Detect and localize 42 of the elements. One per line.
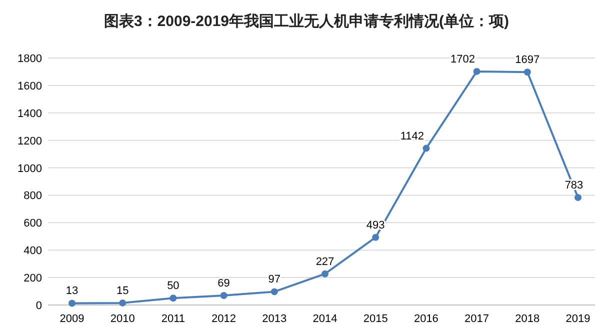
y-tick-label: 400 [24, 245, 42, 258]
point [574, 194, 582, 202]
x-tick-label: 2018 [515, 313, 540, 325]
x-tick-label: 2015 [363, 313, 388, 325]
data-label: 50 [167, 280, 180, 292]
point [422, 144, 430, 152]
point [372, 234, 380, 241]
y-tick-label: 1800 [18, 53, 42, 65]
point [473, 68, 480, 75]
x-tick-label: 2014 [312, 313, 338, 325]
data-label: 15 [116, 284, 129, 297]
data-label: 1142 [400, 130, 424, 142]
x-tick-label: 2017 [464, 313, 490, 325]
point [270, 288, 278, 296]
x-tick-label: 2010 [110, 313, 135, 325]
x-tick-label: 2013 [262, 313, 287, 325]
x-tick-label: 2011 [161, 313, 186, 325]
data-label: 13 [66, 285, 78, 298]
x-tick-label: 2012 [212, 313, 236, 325]
y-tick-label: 1400 [18, 108, 42, 120]
point [68, 300, 76, 307]
chart-title: 图表3：2009-2019年我国工业无人机申请专利情况(单位：项) [104, 13, 510, 30]
point [119, 299, 126, 306]
data-label: 1697 [515, 54, 540, 66]
y-tick-label: 200 [24, 272, 42, 285]
x-tick-label: 2016 [414, 313, 438, 325]
x-tick-label: 2019 [566, 313, 590, 325]
point [322, 270, 328, 278]
y-tick-label: 1600 [18, 80, 42, 92]
y-tick-label: 600 [24, 218, 42, 230]
data-label: 97 [268, 274, 281, 286]
point [524, 68, 531, 76]
y-tick-label: 1000 [18, 162, 42, 175]
data-label: 1702 [450, 53, 476, 66]
point [220, 292, 228, 300]
data-label: 227 [316, 256, 334, 268]
x-tick-label: 2009 [60, 313, 84, 325]
point [170, 294, 177, 302]
y-tick-label: 0 [36, 300, 42, 312]
y-tick-label: 1200 [18, 135, 42, 148]
y-tick-label: 800 [24, 190, 42, 202]
data-label: 69 [218, 278, 230, 290]
